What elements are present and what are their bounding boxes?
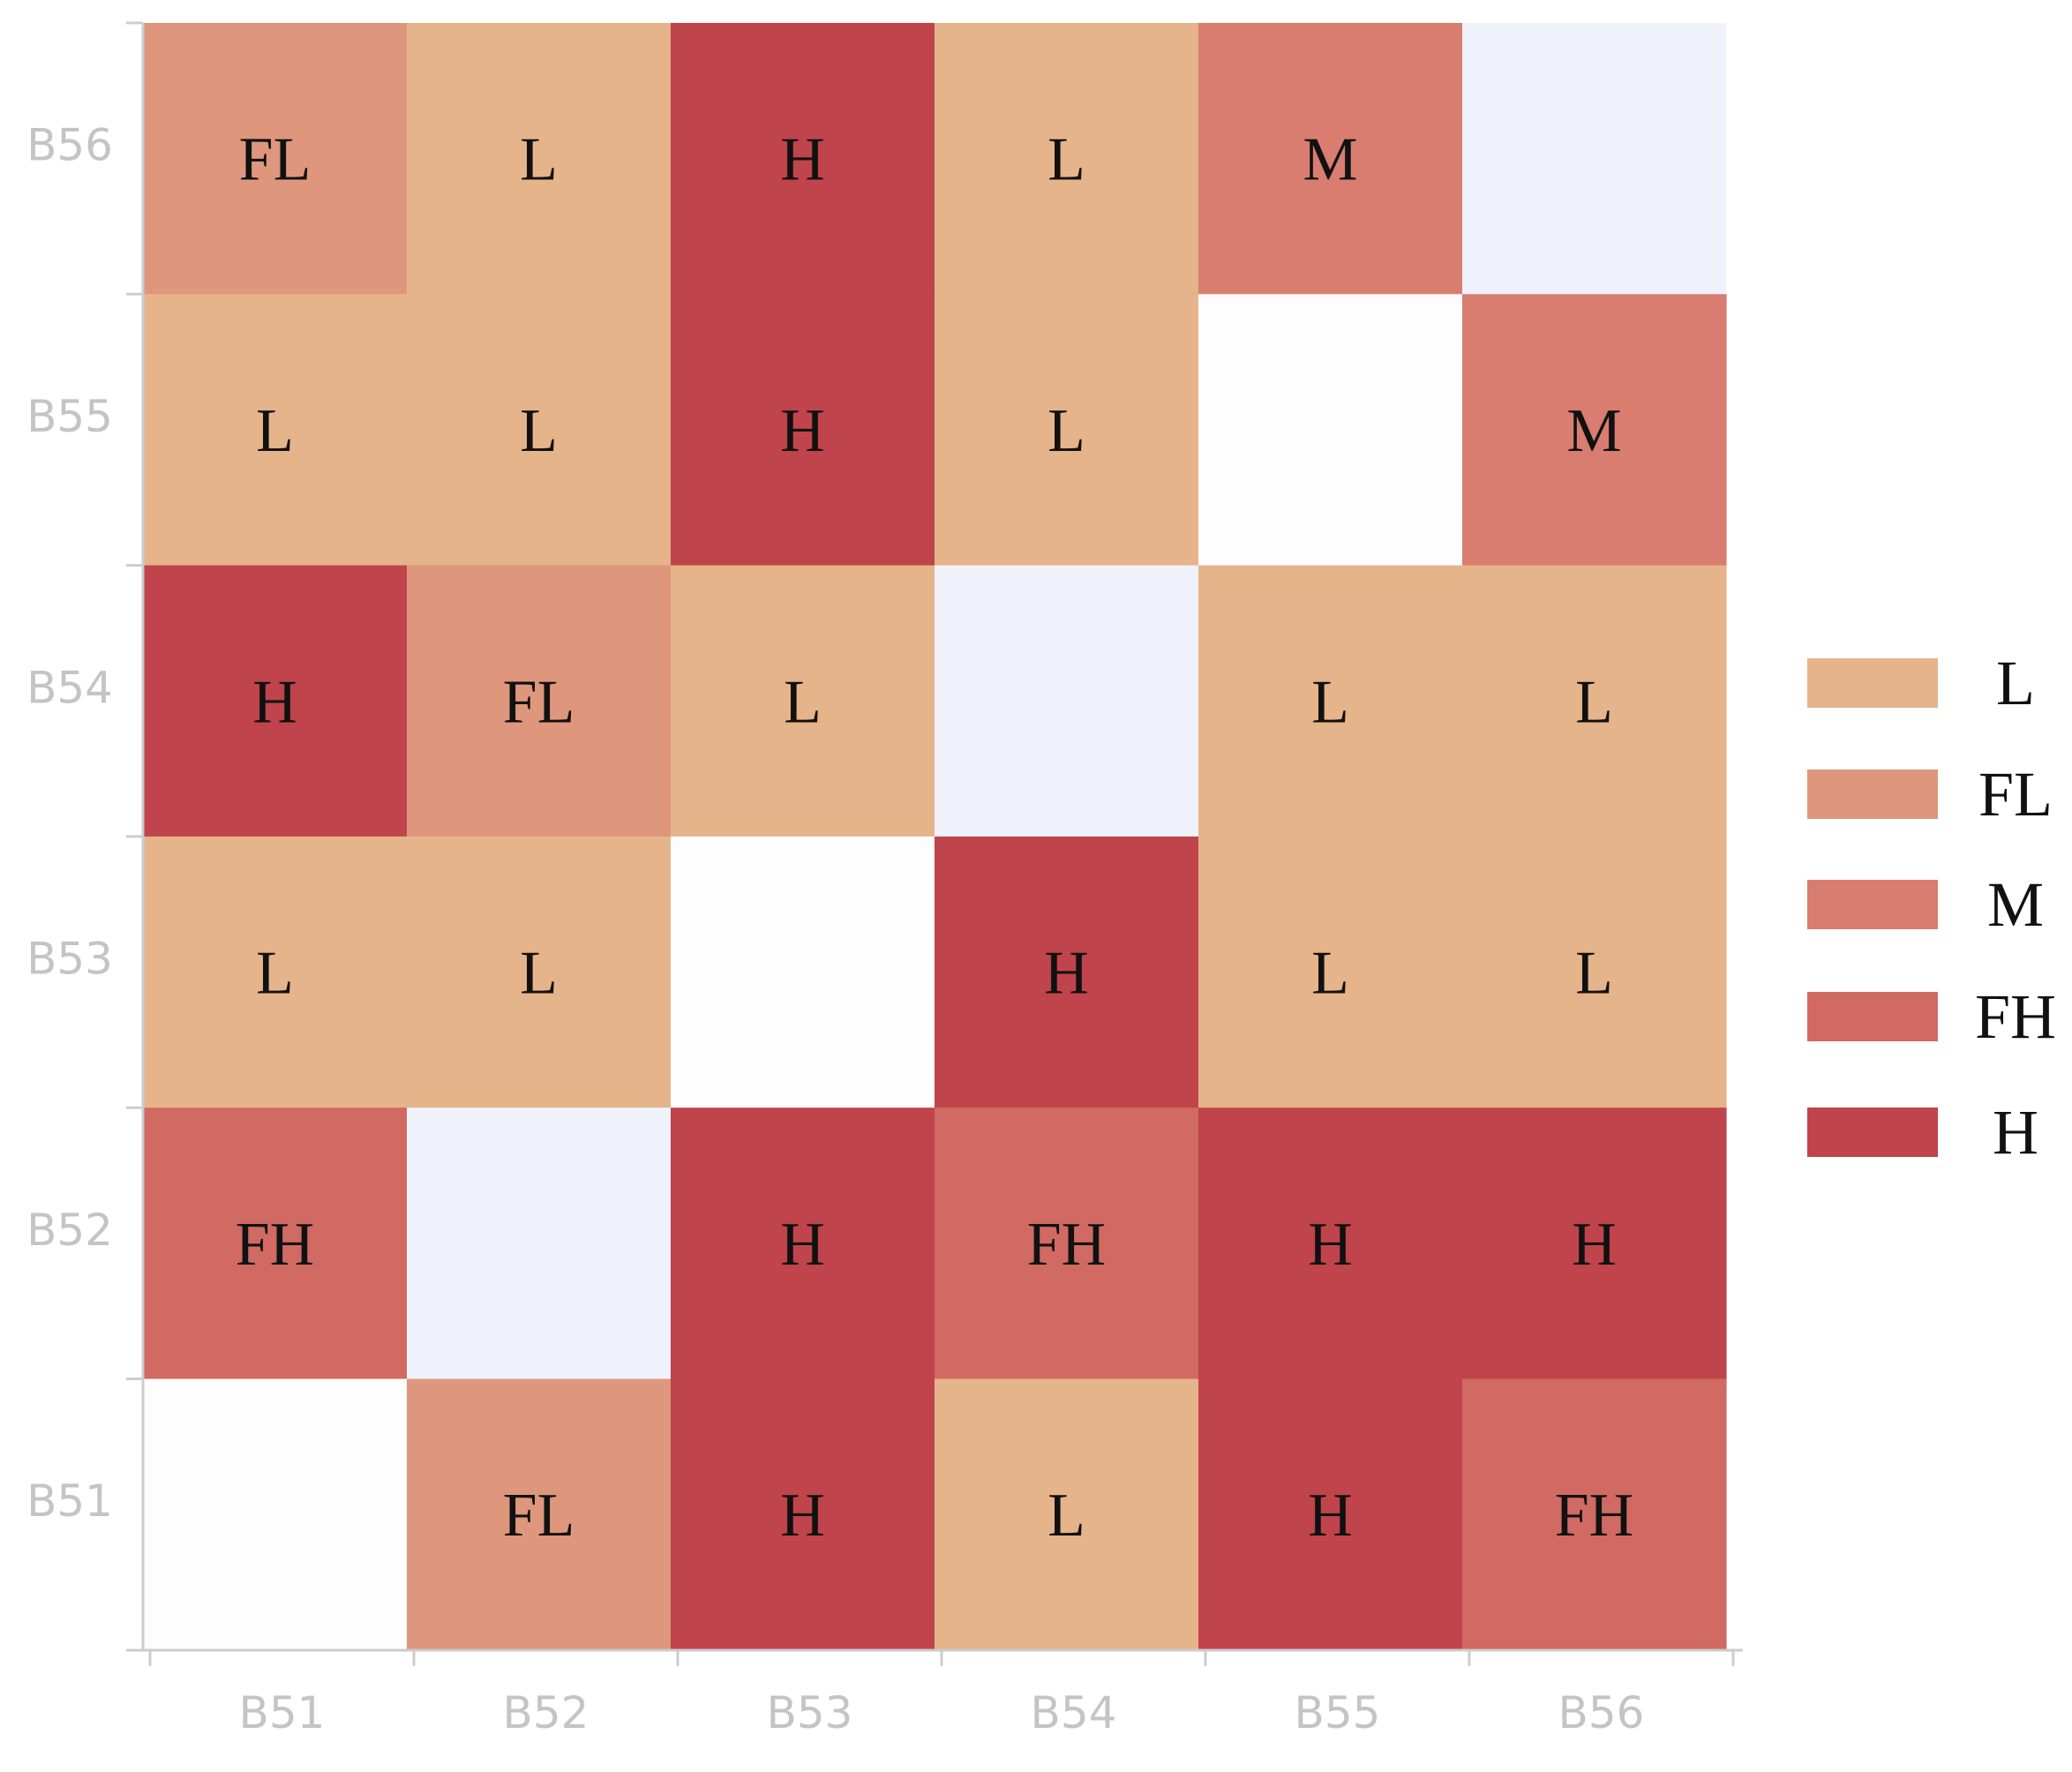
cell-label: L [1575,668,1613,736]
heatmap-cell [407,565,672,837]
heatmap-cell [935,294,1199,567]
legend-label: M [1987,869,2044,940]
legend-swatch [1807,1108,1938,1157]
heatmap-cell [671,1108,935,1380]
heatmap-cell-empty [143,1378,408,1651]
cell-label: L [1047,397,1085,465]
heatmap-cell-empty [935,565,1199,837]
heatmap-cell-empty [1462,23,1727,295]
x-tick-label: B53 [767,1687,853,1738]
heatmap-cell [671,1378,935,1651]
x-axis-ticks: B51 B52 B53 B54 B55 B56 [148,1649,1735,1738]
heatmap-cell [407,1378,672,1651]
cell-label: FL [503,1482,575,1550]
heatmap-cell [143,294,408,567]
cell-label: L [1311,940,1349,1008]
heatmap-cells: FL L H L M L L H L M H FL L L L L L H L L FH H FH H H FL H L H FH [143,23,1727,1651]
cell-label: L [1311,668,1349,736]
cell-label: FH [1555,1482,1633,1550]
x-tick-label: B51 [239,1687,326,1738]
cell-label: L [256,397,294,465]
cell-label: L [1575,940,1613,1008]
heatmap-cell [1462,294,1727,567]
heatmap-cell [671,294,935,567]
cell-label: H [1044,940,1089,1008]
heatmap-cell-empty [407,1108,672,1380]
heatmap-cell [671,565,935,837]
cell-label: L [1047,1482,1085,1550]
heatmap-cell [1462,1108,1727,1380]
cell-label: L [784,668,822,736]
heatmap-cell [935,1378,1199,1651]
legend-label: H [1993,1097,2038,1168]
legend: L FL M FH H [1807,648,2056,1168]
y-tick-label: B52 [26,1205,113,1256]
cell-label: L [520,126,558,194]
x-tick-label: B55 [1295,1687,1381,1738]
x-tick-label: B54 [1031,1687,1117,1738]
heatmap-cell [143,23,408,295]
cell-label: L [520,940,558,1008]
heatmap-cell [1462,836,1727,1108]
y-tick-label: B55 [26,391,113,442]
y-axis-ticks: B56 B55 B54 B53 B52 B51 [26,21,143,1527]
heatmap-cell-empty [671,836,935,1108]
legend-swatch [1807,992,1938,1041]
cell-label: L [256,940,294,1008]
heatmap-cell [671,23,935,295]
heatmap-cell [1198,565,1463,837]
y-tick-label: B51 [26,1475,113,1527]
y-tick-label: B54 [26,662,113,713]
heatmap-cell [1462,1378,1727,1651]
heatmap-cell [143,836,408,1108]
legend-label: FL [1978,759,2053,830]
cell-label: FL [503,668,575,736]
heatmap-cell [1198,23,1463,295]
cell-label: H [1308,1211,1353,1279]
legend-label: L [1996,648,2035,718]
heatmap-cell [143,1108,408,1380]
legend-swatch [1807,658,1938,708]
cell-label: H [1308,1482,1353,1550]
cell-label: H [780,126,825,194]
heatmap-cell [407,294,672,567]
heatmap-cell [407,836,672,1108]
legend-swatch [1807,770,1938,819]
legend-label: FH [1975,981,2056,1052]
heatmap-cell-empty [1198,294,1463,567]
heatmap-cell [1462,565,1727,837]
y-tick-label: B53 [26,934,113,985]
heatmap-cell [1198,1108,1463,1380]
heatmap-cell [1198,1378,1463,1651]
cell-label: FH [236,1211,314,1279]
cell-label: M [1566,397,1621,465]
cell-label: FL [239,126,312,194]
cell-label: FH [1027,1211,1106,1279]
heatmap-cell [935,836,1199,1108]
y-tick-label: B56 [26,120,113,171]
heatmap-cell [935,1108,1199,1380]
cell-label: H [780,1482,825,1550]
cell-label: L [520,397,558,465]
heatmap-cell [407,23,672,295]
cell-label: H [252,668,297,736]
heatmap-cell [1198,836,1463,1108]
heatmap-cell [935,23,1199,295]
heatmap-cell [143,565,408,837]
cell-label: L [1047,126,1085,194]
cell-label: H [780,1211,825,1279]
cell-label: H [1572,1211,1617,1279]
x-tick-label: B52 [503,1687,589,1738]
cell-label: H [780,397,825,465]
x-tick-label: B56 [1558,1687,1645,1738]
legend-swatch [1807,880,1938,929]
cell-label: M [1303,126,1357,194]
